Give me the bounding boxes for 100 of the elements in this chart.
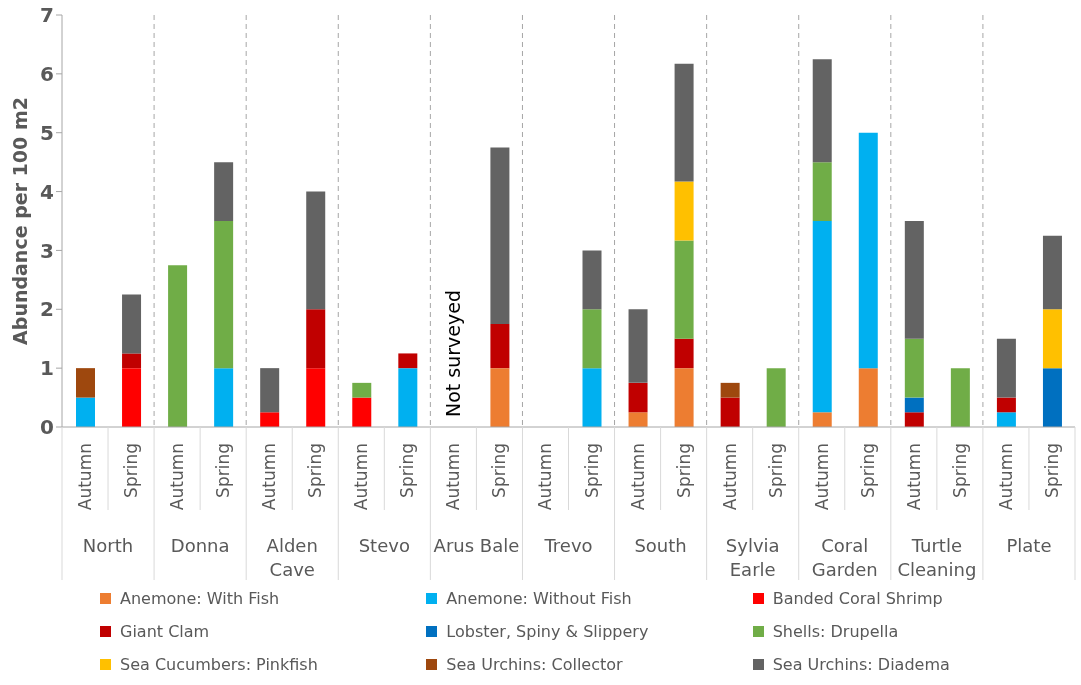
text: Plate — [1006, 535, 1052, 556]
bar — [76, 368, 95, 398]
bar — [858, 132, 878, 369]
bar — [352, 397, 372, 427]
text: Arus Bale — [433, 535, 520, 556]
x-tick-label: Autumn — [351, 443, 372, 511]
bar — [168, 265, 188, 427]
bar — [720, 397, 740, 427]
x-tick-label: Autumn — [627, 443, 648, 511]
text: Alden Cave — [266, 535, 318, 580]
text: North — [82, 535, 134, 556]
bar — [674, 240, 694, 339]
x-tick-label: Spring — [397, 443, 418, 498]
bar — [720, 382, 740, 398]
bar — [674, 338, 694, 369]
x-tick-label: Autumn — [995, 443, 1016, 511]
bar — [1042, 368, 1062, 427]
bar — [122, 353, 142, 369]
bar — [674, 63, 694, 182]
text: Sylvia Earle — [725, 535, 780, 580]
bar — [582, 250, 602, 310]
bar — [398, 368, 418, 427]
x-tick-label: Spring — [581, 443, 602, 498]
bar — [306, 309, 326, 369]
bar — [812, 221, 832, 413]
bar — [490, 324, 510, 369]
bar — [352, 382, 372, 398]
bar — [674, 181, 694, 241]
bar — [76, 397, 95, 427]
bar — [904, 412, 924, 427]
bar — [674, 368, 694, 427]
bar — [1042, 309, 1062, 369]
bar — [122, 368, 142, 427]
bar — [628, 382, 648, 413]
legend-label: Anemone: Without Fish — [446, 589, 632, 608]
legend-label: Anemone: With Fish — [120, 589, 280, 608]
bar — [306, 368, 326, 427]
y-tick-label: 4 — [40, 179, 54, 204]
bar — [214, 368, 234, 427]
y-axis-title: Abundance per 100 m2 — [9, 97, 31, 345]
y-tick-label: 0 — [40, 415, 54, 440]
x-tick-label: Autumn — [535, 443, 556, 511]
bar — [996, 412, 1016, 427]
x-tick-label: Autumn — [811, 443, 832, 511]
x-tick-label: Autumn — [75, 443, 96, 511]
text: Donna — [170, 535, 230, 556]
bar — [766, 368, 786, 427]
y-tick-label: 6 — [40, 61, 54, 86]
text: Coral Garden — [811, 535, 878, 580]
bar — [490, 368, 510, 427]
text: Trevo — [543, 535, 593, 556]
bar — [904, 338, 924, 398]
x-tick-label: Spring — [121, 443, 142, 498]
legend-label: Lobster, Spiny & Slippery — [446, 622, 649, 641]
bar — [996, 397, 1016, 413]
y-tick-label: 2 — [40, 297, 54, 322]
text: South — [634, 535, 687, 556]
x-tick-label: Spring — [949, 443, 970, 498]
y-tick-label: 7 — [40, 3, 54, 28]
bar — [582, 309, 602, 369]
x-tick-label: Spring — [673, 443, 694, 498]
text: Turtle Cleaning — [897, 535, 977, 580]
legend-label: Giant Clam — [120, 622, 210, 641]
y-tick-label: 5 — [40, 120, 54, 145]
x-tick-label: Autumn — [903, 443, 924, 511]
bar — [582, 368, 602, 427]
bar — [214, 162, 234, 221]
x-tick-label: Spring — [213, 443, 234, 498]
x-tick-label: Autumn — [443, 443, 464, 511]
bar — [628, 309, 648, 383]
bar — [812, 412, 832, 427]
legend-label: Sea Urchins: Diadema — [772, 655, 950, 674]
legend-label: Shells: Drupella — [772, 622, 899, 641]
bar — [904, 221, 924, 339]
bar — [904, 397, 924, 413]
bar — [858, 368, 878, 427]
y-tick-label: 1 — [40, 356, 54, 381]
legend-label: Sea Urchins: Collector — [446, 655, 623, 674]
legend-label: Sea Cucumbers: Pinkfish — [120, 655, 318, 674]
bar — [306, 191, 326, 310]
bar — [628, 412, 648, 427]
x-tick-label: Autumn — [259, 443, 280, 511]
bar — [950, 368, 970, 427]
x-tick-label: Spring — [305, 443, 326, 498]
bar — [490, 147, 510, 324]
bar — [1042, 235, 1062, 310]
bar — [260, 368, 280, 413]
bar — [996, 338, 1016, 398]
x-tick-label: Spring — [489, 443, 510, 498]
bar — [812, 59, 832, 163]
bar — [260, 412, 280, 427]
bar — [812, 162, 832, 221]
x-tick-label: Autumn — [167, 443, 188, 511]
x-tick-label: Spring — [1041, 443, 1062, 498]
text: Stevo — [358, 535, 410, 556]
annotation: Not surveyed — [442, 289, 465, 417]
x-tick-label: Spring — [765, 443, 786, 498]
x-tick-label: Spring — [857, 443, 878, 498]
bar — [214, 221, 234, 369]
x-tick-label: Autumn — [719, 443, 740, 511]
